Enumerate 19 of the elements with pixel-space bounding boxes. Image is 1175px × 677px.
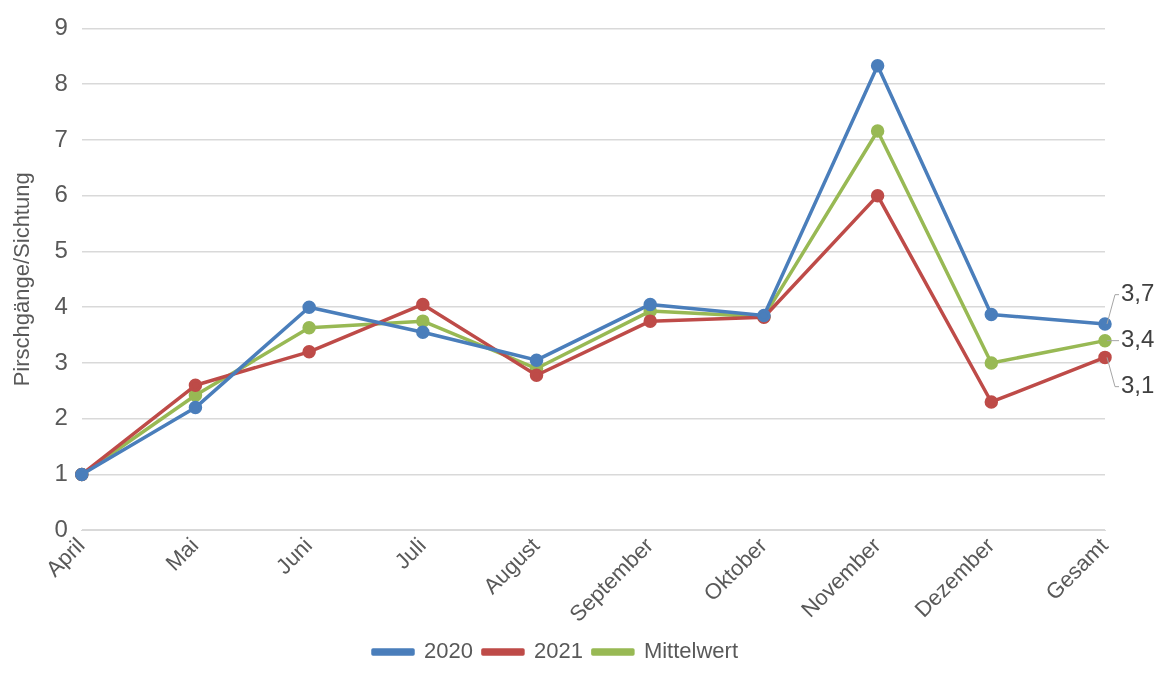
y-tick-label: 9 bbox=[54, 13, 68, 41]
y-tick-label: 1 bbox=[54, 459, 68, 487]
y-tick-label: 8 bbox=[54, 68, 68, 96]
x-tick-label: Juli bbox=[389, 532, 431, 574]
y-tick-label: 3 bbox=[54, 347, 68, 375]
y-tick-label: 6 bbox=[54, 180, 68, 208]
data-label: 3,4 bbox=[1121, 325, 1155, 353]
y-tick-label: 0 bbox=[54, 514, 68, 542]
legend-label: 2021 bbox=[533, 638, 583, 664]
data-label: 3,7 bbox=[1121, 279, 1155, 307]
y-tick-label: 4 bbox=[54, 291, 68, 319]
y-tick-label: 5 bbox=[54, 236, 68, 264]
y-axis-title: Pirschgänge/Sichtung bbox=[9, 172, 35, 387]
x-tick-label: Mai bbox=[160, 532, 204, 576]
legend-label: 2020 bbox=[424, 638, 473, 664]
data-label: 3,1 bbox=[1121, 371, 1155, 399]
y-tick-label: 2 bbox=[54, 403, 68, 431]
y-tick-label: 7 bbox=[54, 124, 68, 152]
legend-label: Mittelwert bbox=[643, 638, 738, 664]
